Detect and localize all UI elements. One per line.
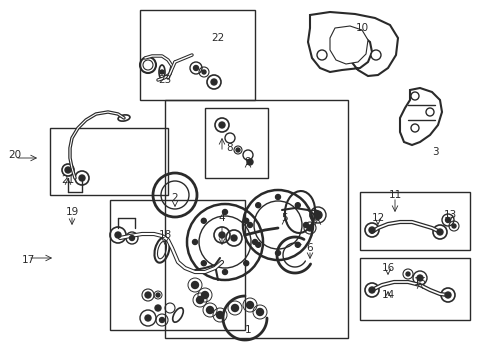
Bar <box>164 100 347 338</box>
Circle shape <box>255 203 260 208</box>
Circle shape <box>129 235 134 240</box>
Circle shape <box>246 302 253 309</box>
Circle shape <box>201 292 208 298</box>
Text: 15: 15 <box>412 277 426 287</box>
Circle shape <box>159 318 164 323</box>
Bar <box>359 258 469 320</box>
Circle shape <box>219 232 224 238</box>
Circle shape <box>246 159 252 165</box>
Circle shape <box>295 203 300 208</box>
Bar <box>204 108 267 178</box>
Circle shape <box>444 292 450 298</box>
Bar <box>140 10 254 100</box>
Text: 20: 20 <box>8 150 21 160</box>
Circle shape <box>243 261 248 266</box>
Circle shape <box>303 222 308 228</box>
Circle shape <box>410 92 418 100</box>
Circle shape <box>145 292 151 298</box>
Circle shape <box>192 239 197 244</box>
Circle shape <box>231 305 238 311</box>
Bar <box>110 200 244 330</box>
Text: 23: 23 <box>158 75 171 85</box>
Text: 3: 3 <box>431 147 437 157</box>
Text: 12: 12 <box>370 213 384 223</box>
Circle shape <box>196 297 203 303</box>
Circle shape <box>219 122 224 128</box>
Circle shape <box>416 275 422 281</box>
Polygon shape <box>399 88 441 145</box>
Polygon shape <box>307 12 397 76</box>
Circle shape <box>410 124 418 132</box>
Circle shape <box>222 270 227 274</box>
Text: 2: 2 <box>171 193 178 203</box>
Circle shape <box>436 229 442 235</box>
Circle shape <box>368 287 374 293</box>
Circle shape <box>216 311 223 319</box>
Circle shape <box>155 305 161 311</box>
Text: 1: 1 <box>244 325 251 335</box>
Circle shape <box>445 217 449 222</box>
Text: 10: 10 <box>355 23 368 33</box>
Circle shape <box>405 272 409 276</box>
Circle shape <box>193 66 198 71</box>
Circle shape <box>313 211 321 219</box>
Bar <box>359 192 469 250</box>
Text: 7: 7 <box>314 213 321 223</box>
Circle shape <box>247 222 252 228</box>
Circle shape <box>306 225 312 231</box>
Text: 13: 13 <box>443 210 456 220</box>
Text: 6: 6 <box>306 243 313 253</box>
Circle shape <box>206 306 213 314</box>
Circle shape <box>145 315 151 321</box>
Circle shape <box>243 218 248 223</box>
Text: 17: 17 <box>21 255 35 265</box>
Text: 21: 21 <box>61 175 75 185</box>
Circle shape <box>230 235 237 241</box>
Circle shape <box>201 218 206 223</box>
Text: 18: 18 <box>158 230 171 240</box>
Circle shape <box>370 50 380 60</box>
Circle shape <box>252 239 257 244</box>
Circle shape <box>275 194 280 199</box>
Text: 4: 4 <box>218 213 225 223</box>
Text: 16: 16 <box>381 263 394 273</box>
Text: 5: 5 <box>281 213 288 223</box>
Polygon shape <box>329 26 367 64</box>
Circle shape <box>425 108 433 116</box>
Text: 22: 22 <box>211 33 224 43</box>
Bar <box>50 128 168 195</box>
Circle shape <box>79 175 85 181</box>
Circle shape <box>255 242 260 247</box>
Text: 11: 11 <box>387 190 401 200</box>
Circle shape <box>210 79 217 85</box>
Circle shape <box>115 232 121 238</box>
Text: 19: 19 <box>65 207 79 217</box>
Text: 8: 8 <box>226 143 233 153</box>
Circle shape <box>275 251 280 256</box>
Circle shape <box>256 309 263 315</box>
Circle shape <box>191 282 198 288</box>
Circle shape <box>368 227 374 233</box>
Circle shape <box>316 50 326 60</box>
Circle shape <box>451 224 455 228</box>
Circle shape <box>295 242 300 247</box>
Text: 14: 14 <box>381 290 394 300</box>
Circle shape <box>202 70 205 74</box>
Circle shape <box>156 293 160 297</box>
Circle shape <box>236 148 240 152</box>
Circle shape <box>65 167 71 173</box>
Circle shape <box>222 210 227 215</box>
Circle shape <box>160 70 163 74</box>
Text: 9: 9 <box>244 157 251 167</box>
Circle shape <box>201 261 206 266</box>
